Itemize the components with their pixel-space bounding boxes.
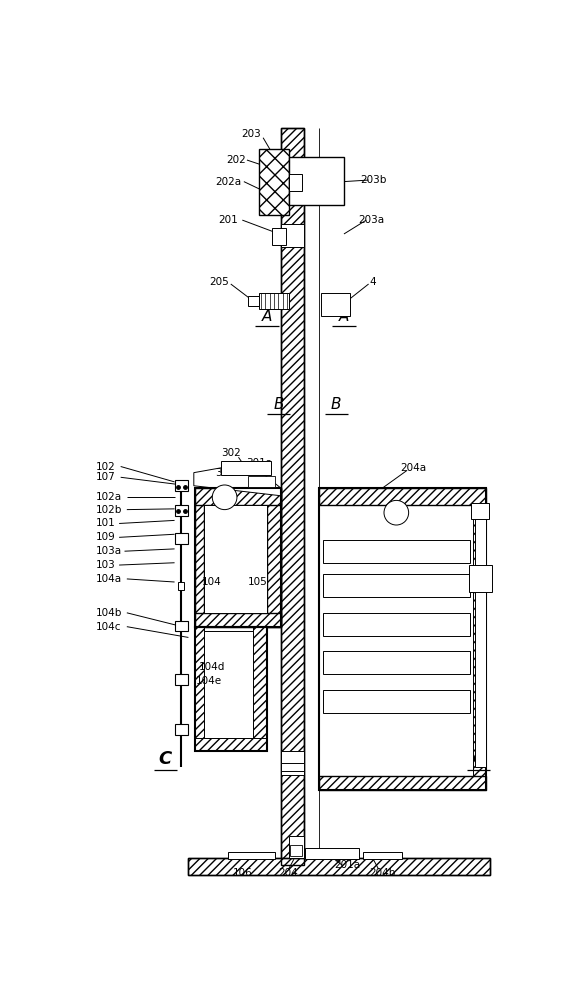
Text: 202: 202 bbox=[226, 155, 246, 165]
Text: 105: 105 bbox=[248, 577, 267, 587]
Bar bbox=[204, 631, 253, 738]
Bar bbox=[281, 763, 304, 771]
Bar bbox=[272, 228, 286, 245]
Text: 103a: 103a bbox=[96, 546, 122, 556]
Bar bbox=[194, 627, 204, 751]
Text: C: C bbox=[472, 750, 485, 768]
Bar bbox=[175, 505, 189, 516]
Text: 101: 101 bbox=[96, 518, 116, 528]
Text: B: B bbox=[331, 397, 342, 412]
Bar bbox=[248, 476, 274, 487]
Text: B: B bbox=[273, 397, 284, 412]
Text: 204: 204 bbox=[279, 868, 298, 878]
Text: 201a: 201a bbox=[335, 860, 361, 870]
Text: 107: 107 bbox=[96, 472, 116, 482]
Text: 104b: 104b bbox=[96, 608, 123, 618]
Text: 203a: 203a bbox=[358, 215, 384, 225]
Bar bbox=[319, 488, 486, 790]
Bar bbox=[288, 174, 303, 191]
Text: 205: 205 bbox=[209, 277, 229, 287]
Bar bbox=[290, 845, 303, 856]
Text: 102a: 102a bbox=[96, 492, 122, 502]
Text: 104: 104 bbox=[201, 577, 221, 587]
Bar bbox=[194, 738, 267, 751]
Bar bbox=[178, 582, 184, 590]
Text: A: A bbox=[262, 309, 272, 324]
Bar bbox=[175, 674, 189, 685]
Bar bbox=[363, 852, 402, 859]
Bar bbox=[228, 852, 274, 859]
Bar bbox=[253, 627, 267, 751]
Bar bbox=[475, 511, 486, 767]
Bar bbox=[323, 574, 470, 597]
Bar bbox=[175, 480, 189, 491]
Bar bbox=[281, 751, 304, 774]
Bar bbox=[321, 293, 350, 316]
Text: 203b: 203b bbox=[360, 175, 387, 185]
Bar bbox=[281, 224, 304, 247]
Text: 102: 102 bbox=[96, 462, 116, 472]
Polygon shape bbox=[194, 466, 281, 496]
Bar bbox=[267, 488, 281, 627]
Text: 301a: 301a bbox=[246, 458, 272, 468]
Text: C: C bbox=[159, 750, 172, 768]
Bar bbox=[194, 488, 281, 627]
Text: 104d: 104d bbox=[199, 662, 225, 672]
Text: 302: 302 bbox=[221, 448, 241, 458]
Bar bbox=[319, 776, 486, 790]
Bar bbox=[473, 488, 486, 790]
Bar bbox=[194, 613, 281, 627]
Bar bbox=[471, 503, 489, 519]
Bar bbox=[323, 690, 470, 713]
Bar bbox=[323, 540, 470, 563]
Bar bbox=[259, 149, 288, 215]
Circle shape bbox=[213, 485, 237, 510]
Bar bbox=[323, 651, 470, 674]
Text: 4: 4 bbox=[370, 277, 377, 287]
Circle shape bbox=[384, 500, 409, 525]
Bar bbox=[259, 293, 288, 309]
Bar bbox=[469, 565, 492, 592]
Text: 202a: 202a bbox=[215, 177, 242, 187]
Text: 104c: 104c bbox=[96, 622, 121, 632]
Text: 109: 109 bbox=[96, 532, 116, 542]
Bar bbox=[288, 836, 304, 858]
Bar bbox=[288, 157, 344, 205]
Bar bbox=[204, 505, 267, 613]
Text: 103: 103 bbox=[96, 560, 116, 570]
Bar bbox=[175, 620, 189, 631]
Bar bbox=[281, 128, 304, 865]
Bar bbox=[319, 488, 486, 505]
Bar bbox=[281, 128, 304, 865]
Text: 204b: 204b bbox=[369, 868, 395, 878]
Text: A: A bbox=[339, 309, 349, 324]
Text: 203: 203 bbox=[242, 129, 262, 139]
Bar bbox=[194, 488, 204, 627]
Bar bbox=[175, 724, 189, 735]
Bar bbox=[305, 848, 359, 859]
Bar bbox=[221, 461, 271, 475]
Bar bbox=[248, 296, 259, 306]
Text: 104a: 104a bbox=[96, 574, 122, 584]
Text: 102b: 102b bbox=[96, 505, 123, 515]
Text: 104e: 104e bbox=[196, 676, 223, 686]
Text: 301: 301 bbox=[215, 468, 235, 478]
Bar bbox=[194, 627, 267, 751]
Bar bbox=[194, 488, 281, 505]
Text: 106: 106 bbox=[232, 868, 252, 878]
Bar bbox=[323, 613, 470, 636]
Bar bbox=[189, 858, 490, 875]
Bar bbox=[189, 858, 490, 875]
Text: 201: 201 bbox=[218, 215, 238, 225]
Bar bbox=[175, 533, 189, 544]
Text: 204a: 204a bbox=[400, 463, 426, 473]
